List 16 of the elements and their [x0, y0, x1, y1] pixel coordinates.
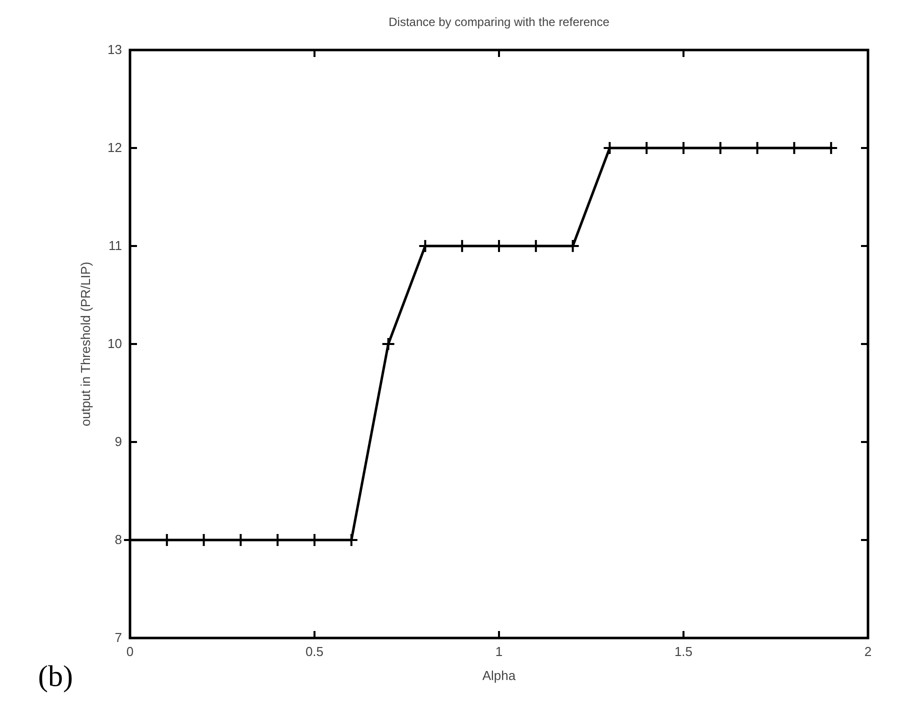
x-tick-label: 2	[864, 644, 872, 659]
x-tick-label: 1	[495, 644, 503, 659]
x-tick-label: 1.5	[674, 644, 693, 659]
y-tick-label: 11	[108, 238, 122, 253]
y-tick-label: 10	[108, 336, 122, 351]
y-axis-title: output in Threshold (PR/LIP)	[78, 262, 93, 426]
y-tick-label: 9	[114, 434, 122, 449]
x-axis-title: Alpha	[482, 668, 516, 683]
x-tick-label: 0	[126, 644, 134, 659]
chart-title: Distance by comparing with the reference	[388, 15, 610, 29]
y-tick-label: 12	[108, 140, 122, 155]
x-tick-label: 0.5	[305, 644, 324, 659]
y-tick-label: 13	[108, 42, 122, 57]
text: (b)	[38, 660, 73, 693]
y-tick-label: 8	[114, 532, 122, 547]
y-tick-label: 7	[114, 630, 122, 645]
